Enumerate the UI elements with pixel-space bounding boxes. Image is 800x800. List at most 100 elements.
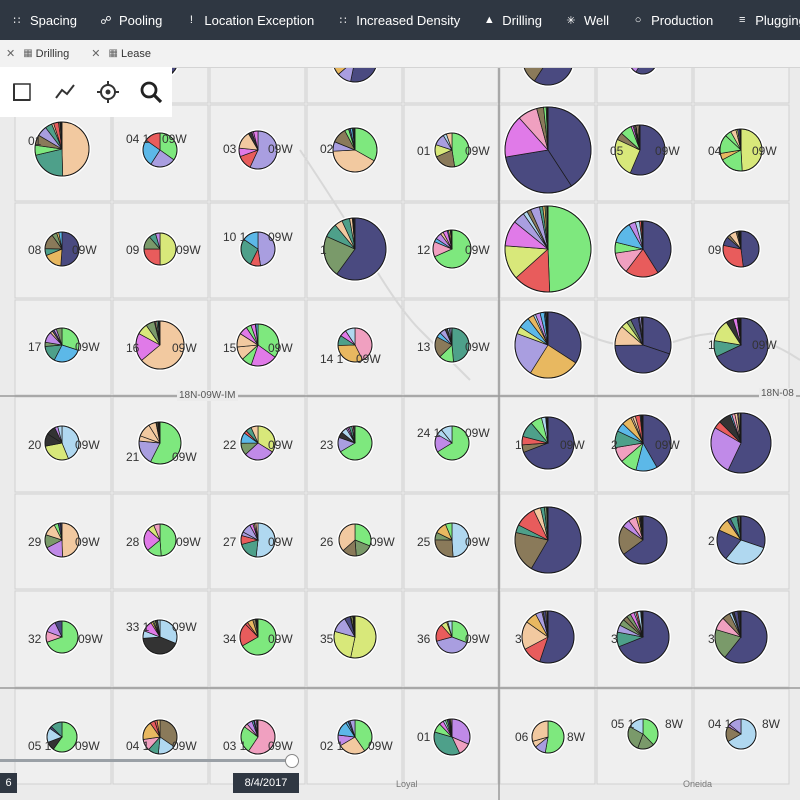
toolbar-item-drilling[interactable]: ▲ Drilling [472,0,554,40]
pie-outline [143,232,177,266]
section-label: 09W [172,620,197,634]
section-label: 05 1 [28,739,52,753]
pie-outline [142,619,178,655]
pie-outline [333,615,377,659]
toolbar-item-label: Well [584,12,610,28]
section-label: 2 [708,534,715,548]
section-label: 09W [368,739,393,753]
section-label: 09W [560,438,585,452]
section-label: 09W [268,535,293,549]
section-label: 04 [708,144,722,158]
toolbar-item-plugging[interactable]: ≡ Plugging [725,0,800,40]
section-label: 09W [268,142,293,156]
toolbar-item-increased-density[interactable]: ∷ Increased Density [326,0,472,40]
section-label: 09W [370,535,395,549]
section-label: 04 1 [126,132,150,146]
section-label: 1 [708,338,715,352]
toolbar-item-label: Location Exception [204,12,315,28]
pie-outline [710,412,772,474]
section-label: 09W [72,243,97,257]
section-label: 24 1 [417,426,441,440]
section-label: 3 [611,632,618,646]
timeline-handle[interactable] [285,754,299,768]
section-label: 09W [268,230,293,244]
section-label: 09W [465,144,490,158]
profile-line-icon[interactable] [51,78,79,106]
section-label: 09 [708,243,722,257]
toolbar-item-label: Pooling [118,12,163,28]
close-icon[interactable]: ✕ [91,48,101,60]
timeline-current-date: 8/4/2017 [233,773,299,793]
pie-outline [434,327,470,363]
section-label: 09W [356,352,381,366]
pie-outline [44,522,80,558]
toolbar-item-spacing[interactable]: ∷ Spacing [0,0,89,40]
pie-outline [614,316,672,374]
toolbar-item-label: Plugging [755,12,800,28]
section-label: 17 [28,340,42,354]
pie-outline [719,128,763,172]
section-label: 01 [28,134,42,148]
section-cell [693,60,790,104]
close-icon[interactable]: ✕ [6,48,16,60]
plug-icon: ≡ [739,14,746,26]
pie-outline [34,121,90,177]
pie-outline [44,231,80,267]
pie-outline [142,132,178,168]
section-label: 09W [172,450,197,464]
locate-crosshair-icon[interactable] [94,78,122,106]
toolbar-item-label: Production [651,12,714,28]
extent-icon[interactable] [8,78,36,106]
section-label: 33 1 [126,620,150,634]
timeline-track[interactable] [0,759,292,762]
toolbar-item-pooling[interactable]: ☍ Pooling [89,0,174,40]
section-label: 09W [465,535,490,549]
section-label: 25 [417,535,431,549]
place-label: Loyal [396,779,418,789]
section-label: 09W [75,438,100,452]
pie-outline [337,719,373,755]
pie-outline [239,618,277,656]
section-label: 1 [320,243,327,257]
section-label: 16 [126,341,140,355]
toolbar-item-well[interactable]: ✳ Well [554,0,621,40]
section-label: 12 [417,243,431,257]
pie-outline [238,130,278,170]
section-label: 01 [417,144,431,158]
section-label: 8W [665,717,683,731]
pie-outline [435,620,469,654]
section-label: 09W [465,243,490,257]
pie-outline [614,220,672,278]
pie-outline [521,610,575,664]
section-label: 09W [655,438,680,452]
pie-outline [240,231,276,267]
pie-outline [614,414,672,472]
section-label: 8W [567,730,585,744]
section-label: 09W [465,426,490,440]
pie-outline [614,124,666,176]
pie-outline [434,425,470,461]
section-label: 03 1 [223,739,247,753]
pie-outline [135,320,185,370]
tab-lease[interactable]: ✕ ▦ Lease [91,47,151,61]
pie-outline [504,106,592,194]
pie-outline [618,515,668,565]
toolbar-item-production[interactable]: ○ Production [621,0,725,40]
section-label: 09W [162,132,187,146]
toolbar-item-location-exception[interactable]: ! Location Exception [174,0,326,40]
search-icon[interactable] [137,78,165,106]
section-label: 22 [223,438,237,452]
section-cell [403,60,499,104]
pie-outline [337,327,373,363]
toolbar-item-label: Spacing [30,12,77,28]
section-label: 09W [465,632,490,646]
section-cell [14,493,112,590]
section-label: 09W [268,739,293,753]
tab-drilling[interactable]: ✕ ▦ Drilling [6,47,69,61]
section-cell [693,299,790,396]
map-tools [0,67,172,117]
pie-outline [323,217,387,281]
section-label: 09W [465,340,490,354]
pie-outline [713,317,769,373]
